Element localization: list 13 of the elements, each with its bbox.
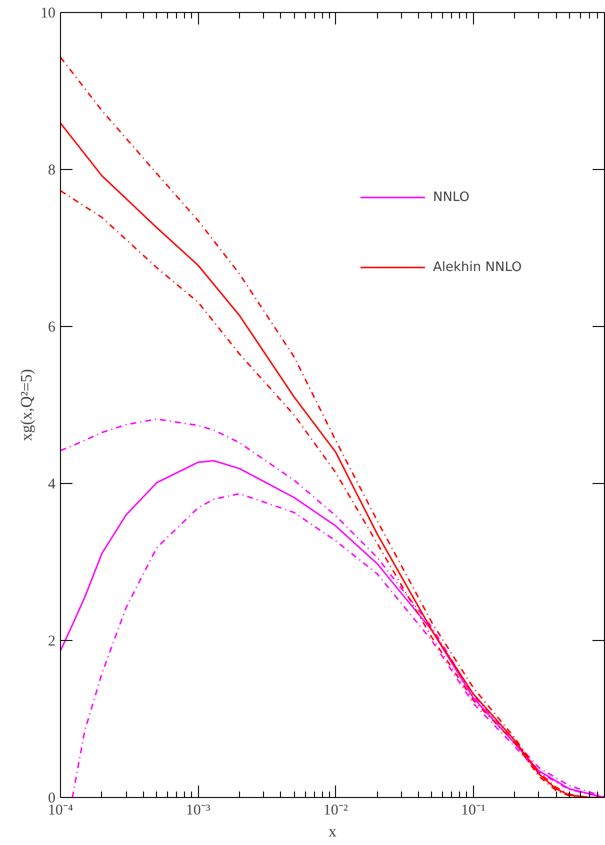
legend-label: NNLO (433, 190, 470, 204)
y-tick-label: 6 (48, 320, 56, 336)
x-tick-label: 10⁻³ (186, 802, 211, 818)
x-tick-label: 10⁻⁴ (48, 802, 74, 818)
x-tick-label: 10⁻² (323, 802, 348, 818)
x-tick-label: 10⁻¹ (460, 802, 486, 818)
legend-label: Alekhin NNLO (433, 260, 522, 274)
x-axis-title: x (328, 824, 336, 840)
y-tick-label: 4 (48, 476, 56, 492)
y-tick-label: 2 (48, 634, 56, 650)
y-tick-label: 10 (40, 6, 56, 22)
y-axis-title: xg(x,Q²=5) (18, 368, 36, 442)
y-tick-label: 8 (48, 162, 56, 178)
